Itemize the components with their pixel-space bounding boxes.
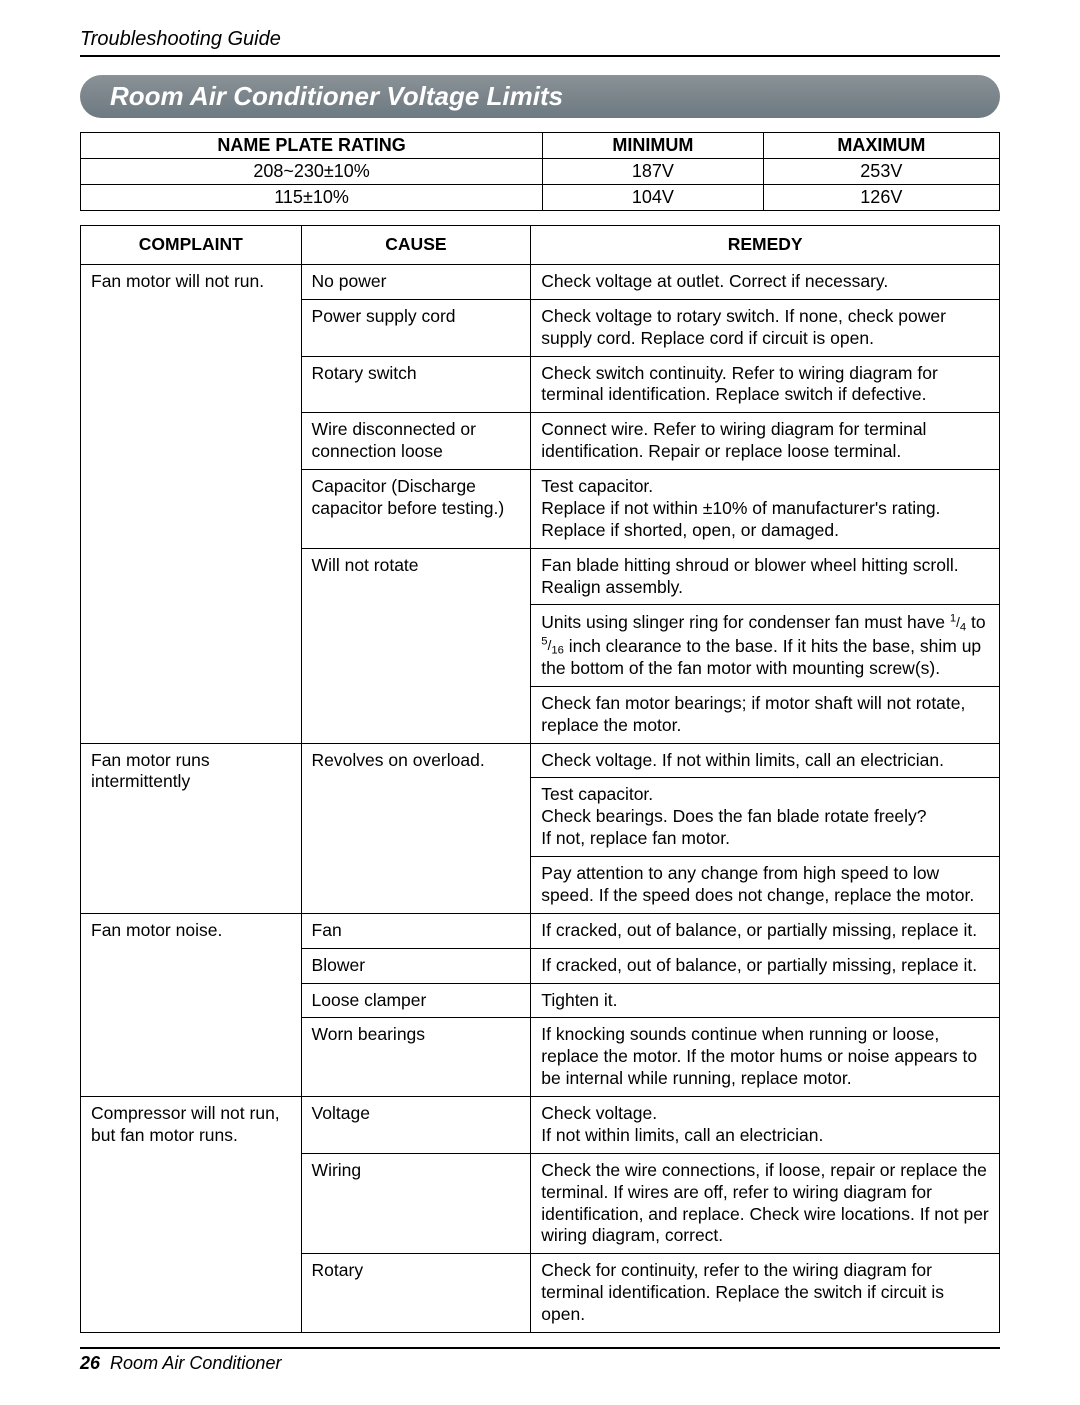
footer-divider [80,1347,1000,1349]
table-cell: 253V [763,159,999,185]
remedy-cell: Check voltage.If not within limits, call… [531,1097,1000,1154]
remedy-cell: Check voltage. If not within limits, cal… [531,743,1000,778]
table-cell: 126V [763,185,999,211]
section-title-banner: Room Air Conditioner Voltage Limits [80,75,1000,118]
remedy-cell: Check the wire connections, if loose, re… [531,1153,1000,1254]
remedy-cell: Check fan motor bearings; if motor shaft… [531,686,1000,743]
table-cell: 104V [543,185,764,211]
table-row: 208~230±10%187V253V [81,159,1000,185]
remedy-cell: Tighten it. [531,983,1000,1018]
cause-cell: No power [301,264,531,299]
remedy-cell: Connect wire. Refer to wiring diagram fo… [531,413,1000,470]
remedy-cell: Test capacitor.Replace if not within ±10… [531,470,1000,549]
voltage-header-max: MAXIMUM [763,133,999,159]
remedy-cell: Fan blade hitting shroud or blower wheel… [531,548,1000,605]
remedy-cell: Check for continuity, refer to the wirin… [531,1254,1000,1333]
cause-cell: Blower [301,948,531,983]
table-header-row: COMPLAINT CAUSE REMEDY [81,226,1000,265]
remedy-cell: Check voltage to rotary switch. If none,… [531,299,1000,356]
table-header-row: NAME PLATE RATING MINIMUM MAXIMUM [81,133,1000,159]
cause-cell: Worn bearings [301,1018,531,1097]
table-cell: 208~230±10% [81,159,543,185]
table-cell: 187V [543,159,764,185]
troubleshoot-header-complaint: COMPLAINT [81,226,302,265]
page-footer: 26 Room Air Conditioner [80,1347,1000,1374]
remedy-cell: Units using slinger ring for condenser f… [531,605,1000,686]
troubleshoot-header-remedy: REMEDY [531,226,1000,265]
voltage-header-rating: NAME PLATE RATING [81,133,543,159]
remedy-cell: Check voltage at outlet. Correct if nece… [531,264,1000,299]
table-row: Fan motor runs intermittentlyRevolves on… [81,743,1000,778]
remedy-cell: Pay attention to any change from high sp… [531,857,1000,914]
cause-cell: Wire disconnected or connection loose [301,413,531,470]
cause-cell: Rotary [301,1254,531,1333]
cause-cell: Loose clamper [301,983,531,1018]
voltage-limits-table: NAME PLATE RATING MINIMUM MAXIMUM 208~23… [80,132,1000,211]
table-row: 115±10%104V126V [81,185,1000,211]
table-row: Fan motor noise.FanIf cracked, out of ba… [81,913,1000,948]
cause-cell: Rotary switch [301,356,531,413]
voltage-header-min: MINIMUM [543,133,764,159]
remedy-cell: Test capacitor.Check bearings. Does the … [531,778,1000,857]
remedy-cell: If cracked, out of balance, or partially… [531,948,1000,983]
remedy-cell: If cracked, out of balance, or partially… [531,913,1000,948]
cause-cell: Voltage [301,1097,531,1154]
cause-cell: Revolves on overload. [301,743,531,913]
section-title: Room Air Conditioner Voltage Limits [110,81,980,112]
complaint-cell: Compressor will not run, but fan motor r… [81,1097,302,1333]
footer-page-number: 26 [80,1353,100,1373]
cause-cell: Power supply cord [301,299,531,356]
remedy-cell: Check switch continuity. Refer to wiring… [531,356,1000,413]
complaint-cell: Fan motor noise. [81,913,302,1096]
cause-cell: Wiring [301,1153,531,1254]
header-title: Troubleshooting Guide [80,28,1000,51]
complaint-cell: Fan motor will not run. [81,264,302,743]
table-row: Fan motor will not run.No powerCheck vol… [81,264,1000,299]
troubleshoot-table: COMPLAINT CAUSE REMEDY Fan motor will no… [80,225,1000,1333]
header-divider [80,55,1000,57]
footer-text: 26 Room Air Conditioner [80,1353,1000,1374]
table-cell: 115±10% [81,185,543,211]
footer-label: Room Air Conditioner [110,1353,281,1373]
cause-cell: Will not rotate [301,548,531,743]
remedy-cell: If knocking sounds continue when running… [531,1018,1000,1097]
complaint-cell: Fan motor runs intermittently [81,743,302,913]
table-row: Compressor will not run, but fan motor r… [81,1097,1000,1154]
cause-cell: Capacitor (Discharge capacitor before te… [301,470,531,549]
cause-cell: Fan [301,913,531,948]
page-header: Troubleshooting Guide [80,28,1000,57]
troubleshoot-header-cause: CAUSE [301,226,531,265]
